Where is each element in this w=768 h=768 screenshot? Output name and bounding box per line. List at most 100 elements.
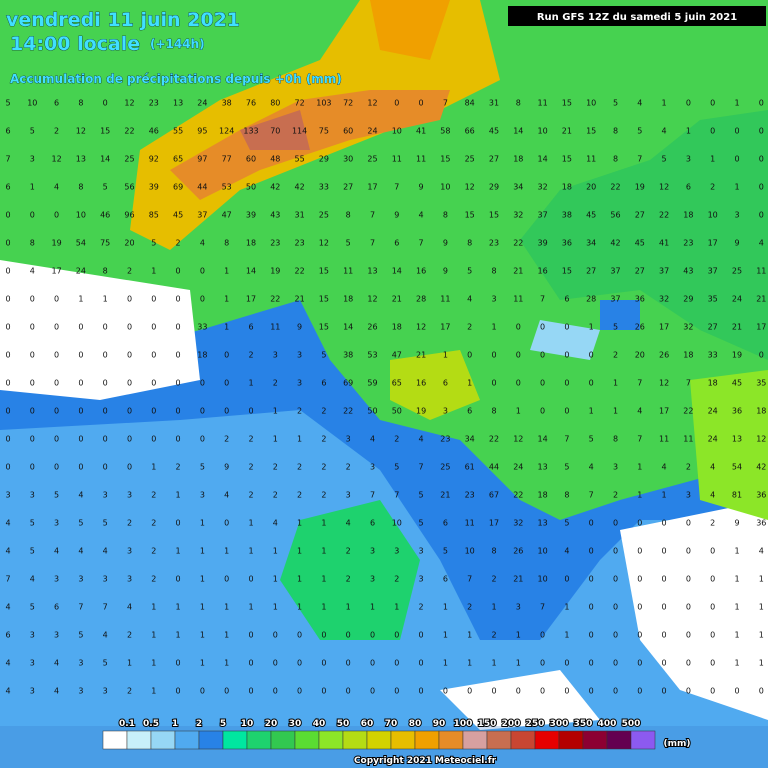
legend-swatch — [390, 730, 416, 750]
grid-value: 10 — [76, 211, 86, 220]
grid-value: 1 — [321, 547, 326, 556]
grid-value: 0 — [30, 463, 35, 472]
lead-time: (+144h) — [150, 37, 205, 51]
grid-value: 0 — [5, 351, 10, 360]
grid-value: 1 — [662, 491, 667, 500]
grid-value: 4 — [5, 687, 10, 696]
grid-value: 3 — [103, 491, 108, 500]
legend-label: 90 — [433, 719, 446, 729]
grid-value: 1 — [248, 603, 253, 612]
legend-swatch — [150, 730, 176, 750]
grid-value: 0 — [759, 183, 764, 192]
grid-value: 0 — [662, 603, 667, 612]
grid-value: 20 — [635, 351, 645, 360]
grid-value: 0 — [564, 379, 569, 388]
grid-value: 3 — [516, 603, 521, 612]
grid-value: 15 — [440, 155, 450, 164]
grid-value: 4 — [54, 659, 59, 668]
grid-value: 0 — [759, 155, 764, 164]
grid-value: 18 — [513, 155, 523, 164]
grid-value: 35 — [708, 295, 718, 304]
grid-value: 8 — [103, 267, 108, 276]
grid-value: 0 — [564, 407, 569, 416]
grid-value: 22 — [124, 127, 134, 136]
grid-value: 0 — [540, 351, 545, 360]
grid-value: 1 — [564, 603, 569, 612]
grid-value: 17 — [708, 239, 718, 248]
grid-value: 10 — [27, 99, 37, 108]
legend: (mm) Copyright 2021 Meteociel.fr 0.1 0.5 1… — [0, 718, 768, 768]
grid-value: 4 — [127, 603, 132, 612]
subtitle: Accumulation de précipitations depuis +0… — [10, 72, 342, 86]
grid-value: 0 — [637, 547, 642, 556]
grid-value: 0 — [637, 631, 642, 640]
grid-value: 10 — [538, 127, 548, 136]
grid-value: 55 — [173, 127, 183, 136]
grid-value: 36 — [732, 407, 742, 416]
grid-value: 5 — [103, 183, 108, 192]
grid-value: 3 — [127, 575, 132, 584]
grid-value: 0 — [613, 631, 618, 640]
grid-value: 4 — [30, 575, 35, 584]
grid-value: 3 — [54, 631, 59, 640]
grid-value: 0 — [516, 687, 521, 696]
grid-value: 3 — [346, 435, 351, 444]
grid-value: 77 — [222, 155, 232, 164]
grid-value: 0 — [200, 407, 205, 416]
grid-value: 3 — [370, 575, 375, 584]
grid-value: 0 — [662, 519, 667, 528]
grid-value: 32 — [659, 295, 669, 304]
grid-value: 2 — [151, 547, 156, 556]
grid-value: 5 — [30, 127, 35, 136]
grid-value: 114 — [292, 127, 307, 136]
legend-label: 0.5 — [143, 719, 159, 729]
grid-value: 4 — [759, 239, 764, 248]
grid-value: 37 — [197, 211, 207, 220]
grid-value: 21 — [562, 127, 572, 136]
grid-value: 7 — [637, 155, 642, 164]
grid-value: 13 — [732, 435, 742, 444]
grid-value: 10 — [440, 183, 450, 192]
grid-value: 14 — [246, 267, 256, 276]
grid-value: 0 — [30, 407, 35, 416]
grid-value: 56 — [124, 183, 134, 192]
grid-value: 4 — [662, 463, 667, 472]
grid-value: 0 — [30, 295, 35, 304]
grid-value: 25 — [465, 155, 475, 164]
legend-swatch — [486, 730, 512, 750]
run-label: Run GFS 12Z du samedi 5 juin 2021 — [537, 12, 737, 23]
grid-value: 18 — [538, 491, 548, 500]
grid-value: 84 — [465, 99, 475, 108]
grid-value: 1 — [613, 379, 618, 388]
run-box — [508, 6, 766, 26]
grid-value: 15 — [586, 127, 596, 136]
grid-value: 0 — [30, 323, 35, 332]
grid-value: 2 — [176, 463, 181, 472]
grid-value: 124 — [219, 127, 234, 136]
grid-value: 0 — [200, 267, 205, 276]
grid-value: 7 — [370, 239, 375, 248]
grid-value: 65 — [173, 155, 183, 164]
grid-value: 0 — [637, 603, 642, 612]
grid-value: 0 — [54, 351, 59, 360]
grid-value: 2 — [419, 603, 424, 612]
grid-value: 3 — [78, 575, 83, 584]
legend-swatch — [558, 730, 584, 750]
grid-value: 15 — [489, 211, 499, 220]
header: vendredi 11 juin 2021 14:00 locale (+144… — [6, 6, 766, 86]
grid-value: 17 — [246, 295, 256, 304]
grid-value: 2 — [151, 519, 156, 528]
grid-value: 22 — [489, 435, 499, 444]
grid-value: 21 — [732, 323, 742, 332]
grid-value: 0 — [346, 659, 351, 668]
grid-value: 6 — [370, 519, 375, 528]
grid-value: 1 — [200, 547, 205, 556]
grid-value: 0 — [710, 659, 715, 668]
grid-value: 3 — [370, 547, 375, 556]
grid-value: 32 — [683, 323, 693, 332]
grid-value: 21 — [392, 295, 402, 304]
grid-value: 12 — [513, 435, 523, 444]
grid-value: 8 — [443, 211, 448, 220]
grid-value: 55 — [295, 155, 305, 164]
legend-label: 30 — [289, 719, 302, 729]
